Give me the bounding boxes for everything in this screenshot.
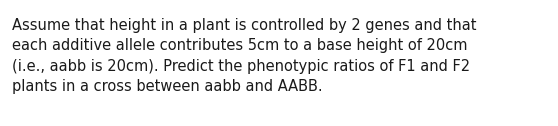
Text: Assume that height in a plant is controlled by 2 genes and that
each additive al: Assume that height in a plant is control…: [12, 18, 477, 94]
